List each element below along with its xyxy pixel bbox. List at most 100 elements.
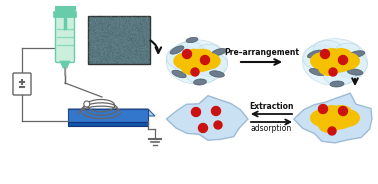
Ellipse shape: [330, 48, 352, 62]
Point: [102, 31, 108, 34]
Point: [139, 23, 145, 26]
Point: [131, 37, 137, 40]
Point: [127, 29, 133, 32]
Point: [87, 51, 93, 54]
Point: [116, 55, 122, 58]
Point: [100, 61, 106, 64]
Point: [132, 35, 138, 38]
Point: [97, 53, 103, 56]
Point: [135, 39, 141, 42]
Point: [96, 48, 102, 51]
Point: [113, 44, 119, 47]
Point: [140, 60, 146, 63]
Point: [115, 62, 121, 65]
Point: [93, 59, 99, 62]
Point: [139, 52, 145, 55]
Point: [117, 38, 123, 41]
Point: [112, 27, 118, 30]
Point: [122, 58, 129, 61]
Point: [109, 37, 115, 40]
Point: [107, 61, 113, 64]
Point: [117, 22, 123, 24]
Point: [110, 43, 116, 45]
Point: [112, 39, 118, 42]
Point: [96, 58, 102, 61]
Point: [128, 38, 134, 41]
Point: [108, 36, 115, 38]
Point: [138, 27, 144, 30]
Point: [86, 18, 92, 21]
Point: [115, 43, 121, 46]
Point: [105, 43, 112, 46]
Point: [121, 22, 127, 25]
Point: [127, 41, 133, 44]
Point: [86, 32, 92, 35]
Point: [106, 60, 112, 63]
Point: [143, 45, 149, 48]
Point: [115, 55, 121, 58]
Point: [122, 54, 128, 56]
Point: [93, 50, 99, 53]
Point: [130, 46, 136, 49]
Point: [131, 20, 137, 22]
Point: [140, 40, 146, 43]
Polygon shape: [166, 96, 248, 140]
Point: [119, 30, 125, 33]
Point: [122, 41, 128, 44]
Point: [127, 46, 133, 49]
Point: [101, 50, 107, 53]
Point: [88, 38, 94, 41]
Point: [140, 54, 146, 56]
Point: [141, 26, 147, 29]
Point: [143, 50, 149, 53]
Point: [113, 56, 119, 59]
Point: [101, 31, 107, 34]
Point: [86, 34, 92, 37]
FancyBboxPatch shape: [56, 11, 74, 63]
Point: [102, 40, 108, 43]
Point: [146, 36, 152, 39]
Point: [144, 62, 150, 65]
Point: [108, 49, 114, 52]
Point: [136, 29, 142, 32]
Point: [116, 33, 122, 36]
Point: [131, 52, 137, 55]
Point: [133, 18, 139, 21]
Point: [89, 15, 95, 18]
Point: [138, 38, 144, 41]
Point: [135, 32, 141, 35]
Point: [112, 41, 118, 44]
Point: [93, 57, 99, 60]
Point: [91, 25, 98, 28]
Point: [104, 55, 110, 58]
Point: [125, 38, 132, 41]
Point: [141, 39, 147, 42]
Point: [101, 48, 107, 51]
Point: [107, 51, 113, 54]
Point: [144, 47, 150, 50]
Point: [87, 26, 93, 29]
Point: [133, 48, 139, 51]
Point: [99, 17, 105, 20]
Point: [112, 56, 118, 59]
Point: [112, 32, 118, 35]
Point: [144, 23, 150, 26]
Point: [120, 21, 126, 24]
Point: [134, 41, 140, 44]
Point: [141, 39, 147, 42]
Point: [85, 27, 91, 30]
Point: [121, 55, 127, 58]
Point: [134, 31, 140, 33]
Point: [101, 43, 107, 46]
Point: [136, 54, 142, 57]
Point: [139, 32, 146, 35]
Point: [91, 19, 97, 22]
Point: [136, 38, 143, 41]
Point: [89, 52, 95, 55]
Point: [89, 50, 95, 53]
Point: [142, 33, 148, 36]
Point: [141, 19, 147, 22]
Point: [96, 17, 102, 20]
Point: [136, 29, 142, 32]
Ellipse shape: [334, 109, 360, 127]
